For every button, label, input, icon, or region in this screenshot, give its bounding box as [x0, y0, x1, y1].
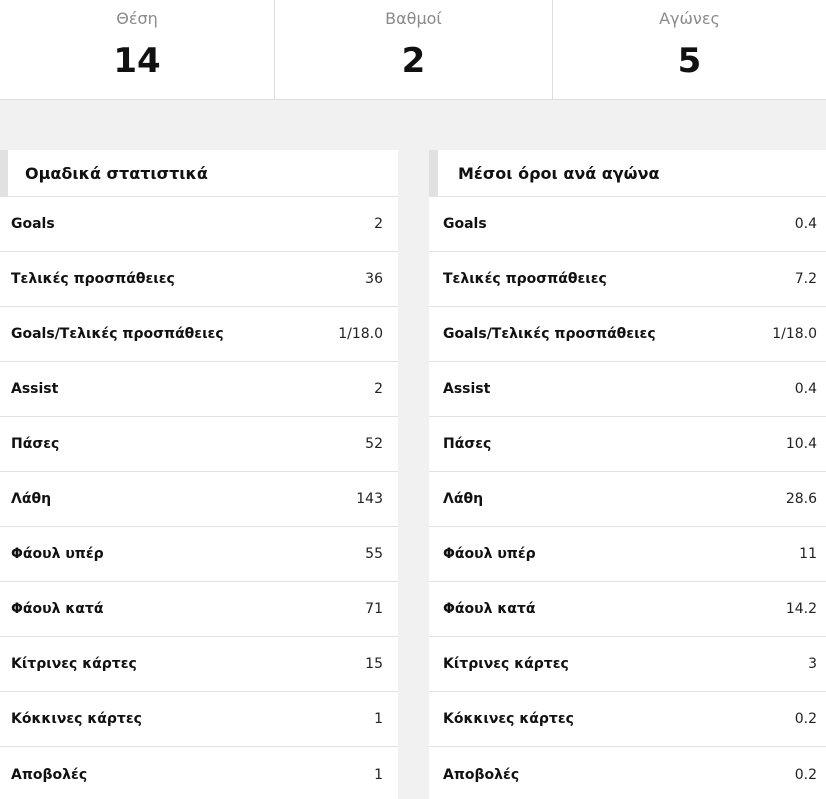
stat-row: Κίτρινες κάρτες 15: [0, 637, 398, 692]
stats-list: Goals 0.4 Τελικές προσπάθειες 7.2 Goals/Τελι…: [429, 197, 826, 799]
stat-row: Goals 0.4: [429, 197, 826, 252]
stat-value: 71: [365, 601, 383, 617]
stat-value: 0.4: [794, 381, 817, 397]
summary-label: Βαθμοί: [385, 9, 442, 28]
stat-row: Assist 2: [0, 362, 398, 417]
team-stats-panel: Ομαδικά στατιστικά Goals 2 Τελικές προσπάθ…: [0, 150, 398, 799]
stat-label: Φάουλ κατά: [11, 601, 104, 617]
stat-label: Κίτρινες κάρτες: [11, 656, 137, 672]
stat-value: 36: [365, 271, 383, 287]
stat-row: Φάουλ κατά 71: [0, 582, 398, 637]
stat-row: Goals/Τελικές προσπάθειες 1/18.0: [0, 307, 398, 362]
summary-position: Θέση 14: [0, 0, 275, 99]
stat-row: Τελικές προσπάθειες 7.2: [429, 252, 826, 307]
stat-row: Πάσες 52: [0, 417, 398, 472]
stat-value: 2: [374, 216, 383, 232]
panel-title: Ομαδικά στατιστικά: [25, 163, 208, 183]
stat-row: Φάουλ υπέρ 55: [0, 527, 398, 582]
stat-label: Τελικές προσπάθειες: [11, 271, 175, 287]
stat-value: 0.2: [794, 711, 817, 727]
summary-value: 2: [401, 41, 426, 81]
stat-value: 1/18.0: [338, 326, 383, 342]
stat-row: Goals/Τελικές προσπάθειες 1/18.0: [429, 307, 826, 362]
stat-label: Κόκκινες κάρτες: [11, 711, 142, 727]
stat-row: Λάθη 28.6: [429, 472, 826, 527]
stat-value: 7.2: [794, 271, 817, 287]
stat-label: Λάθη: [11, 491, 52, 507]
stat-row: Τελικές προσπάθειες 36: [0, 252, 398, 307]
stat-value: 11: [799, 546, 817, 562]
per-game-panel: Μέσοι όροι ανά αγώνα Goals 0.4 Τελικές προ…: [429, 150, 826, 799]
summary-matches: Αγώνες 5: [553, 0, 826, 99]
stat-row: Αποβολές 0.2: [429, 747, 826, 799]
stat-value: 15: [365, 656, 383, 672]
stat-value: 2: [374, 381, 383, 397]
stat-label: Τελικές προσπάθειες: [443, 271, 607, 287]
stat-value: 0.2: [794, 766, 817, 783]
stat-value: 0.4: [794, 216, 817, 232]
stat-value: 3: [808, 656, 817, 672]
stat-label: Αποβολές: [443, 766, 520, 783]
stat-row: Κίτρινες κάρτες 3: [429, 637, 826, 692]
stat-row: Κόκκινες κάρτες 0.2: [429, 692, 826, 747]
stat-row: Φάουλ κατά 14.2: [429, 582, 826, 637]
stat-label: Κίτρινες κάρτες: [443, 656, 569, 672]
summary-value: 14: [113, 41, 161, 81]
stat-label: Φάουλ υπέρ: [443, 546, 536, 562]
stat-row: Πάσες 10.4: [429, 417, 826, 472]
summary-value: 5: [677, 41, 702, 81]
stat-label: Κόκκινες κάρτες: [443, 711, 574, 727]
stat-value: 10.4: [785, 436, 817, 452]
header-accent: [429, 150, 438, 197]
stat-label: Goals/Τελικές προσπάθειες: [11, 326, 224, 342]
summary-label: Αγώνες: [659, 9, 720, 28]
stats-list: Goals 2 Τελικές προσπάθειες 36 Goals/Τελικές…: [0, 197, 398, 799]
stat-label: Assist: [11, 381, 59, 397]
stat-value: 14.2: [785, 601, 817, 617]
stat-label: Λάθη: [443, 491, 484, 507]
panel-title: Μέσοι όροι ανά αγώνα: [458, 163, 660, 183]
stat-value: 1/18.0: [772, 326, 817, 342]
stat-row: Κόκκινες κάρτες 1: [0, 692, 398, 747]
stat-row: Goals 2: [0, 197, 398, 252]
panel-header: Μέσοι όροι ανά αγώνα: [429, 150, 826, 197]
stat-value: 52: [365, 436, 383, 452]
stat-label: Αποβολές: [11, 766, 88, 783]
stat-label: Πάσες: [11, 436, 60, 452]
stat-label: Goals: [11, 216, 55, 232]
stat-value: 143: [356, 491, 383, 507]
header-accent: [0, 150, 8, 197]
stat-label: Πάσες: [443, 436, 492, 452]
stat-row: Assist 0.4: [429, 362, 826, 417]
stat-label: Goals: [443, 216, 487, 232]
stat-label: Φάουλ υπέρ: [11, 546, 104, 562]
panel-header: Ομαδικά στατιστικά: [0, 150, 398, 197]
stat-label: Goals/Τελικές προσπάθειες: [443, 326, 656, 342]
stat-value: 1: [374, 766, 383, 783]
stat-value: 55: [365, 546, 383, 562]
stat-label: Φάουλ κατά: [443, 601, 536, 617]
stat-value: 28.6: [785, 491, 817, 507]
stat-value: 1: [374, 711, 383, 727]
stat-row: Λάθη 143: [0, 472, 398, 527]
summary-bar: Θέση 14 Βαθμοί 2 Αγώνες 5: [0, 0, 826, 100]
stat-label: Assist: [443, 381, 491, 397]
summary-points: Βαθμοί 2: [275, 0, 553, 99]
stat-row: Φάουλ υπέρ 11: [429, 527, 826, 582]
summary-label: Θέση: [116, 9, 158, 28]
stat-row: Αποβολές 1: [0, 747, 398, 799]
